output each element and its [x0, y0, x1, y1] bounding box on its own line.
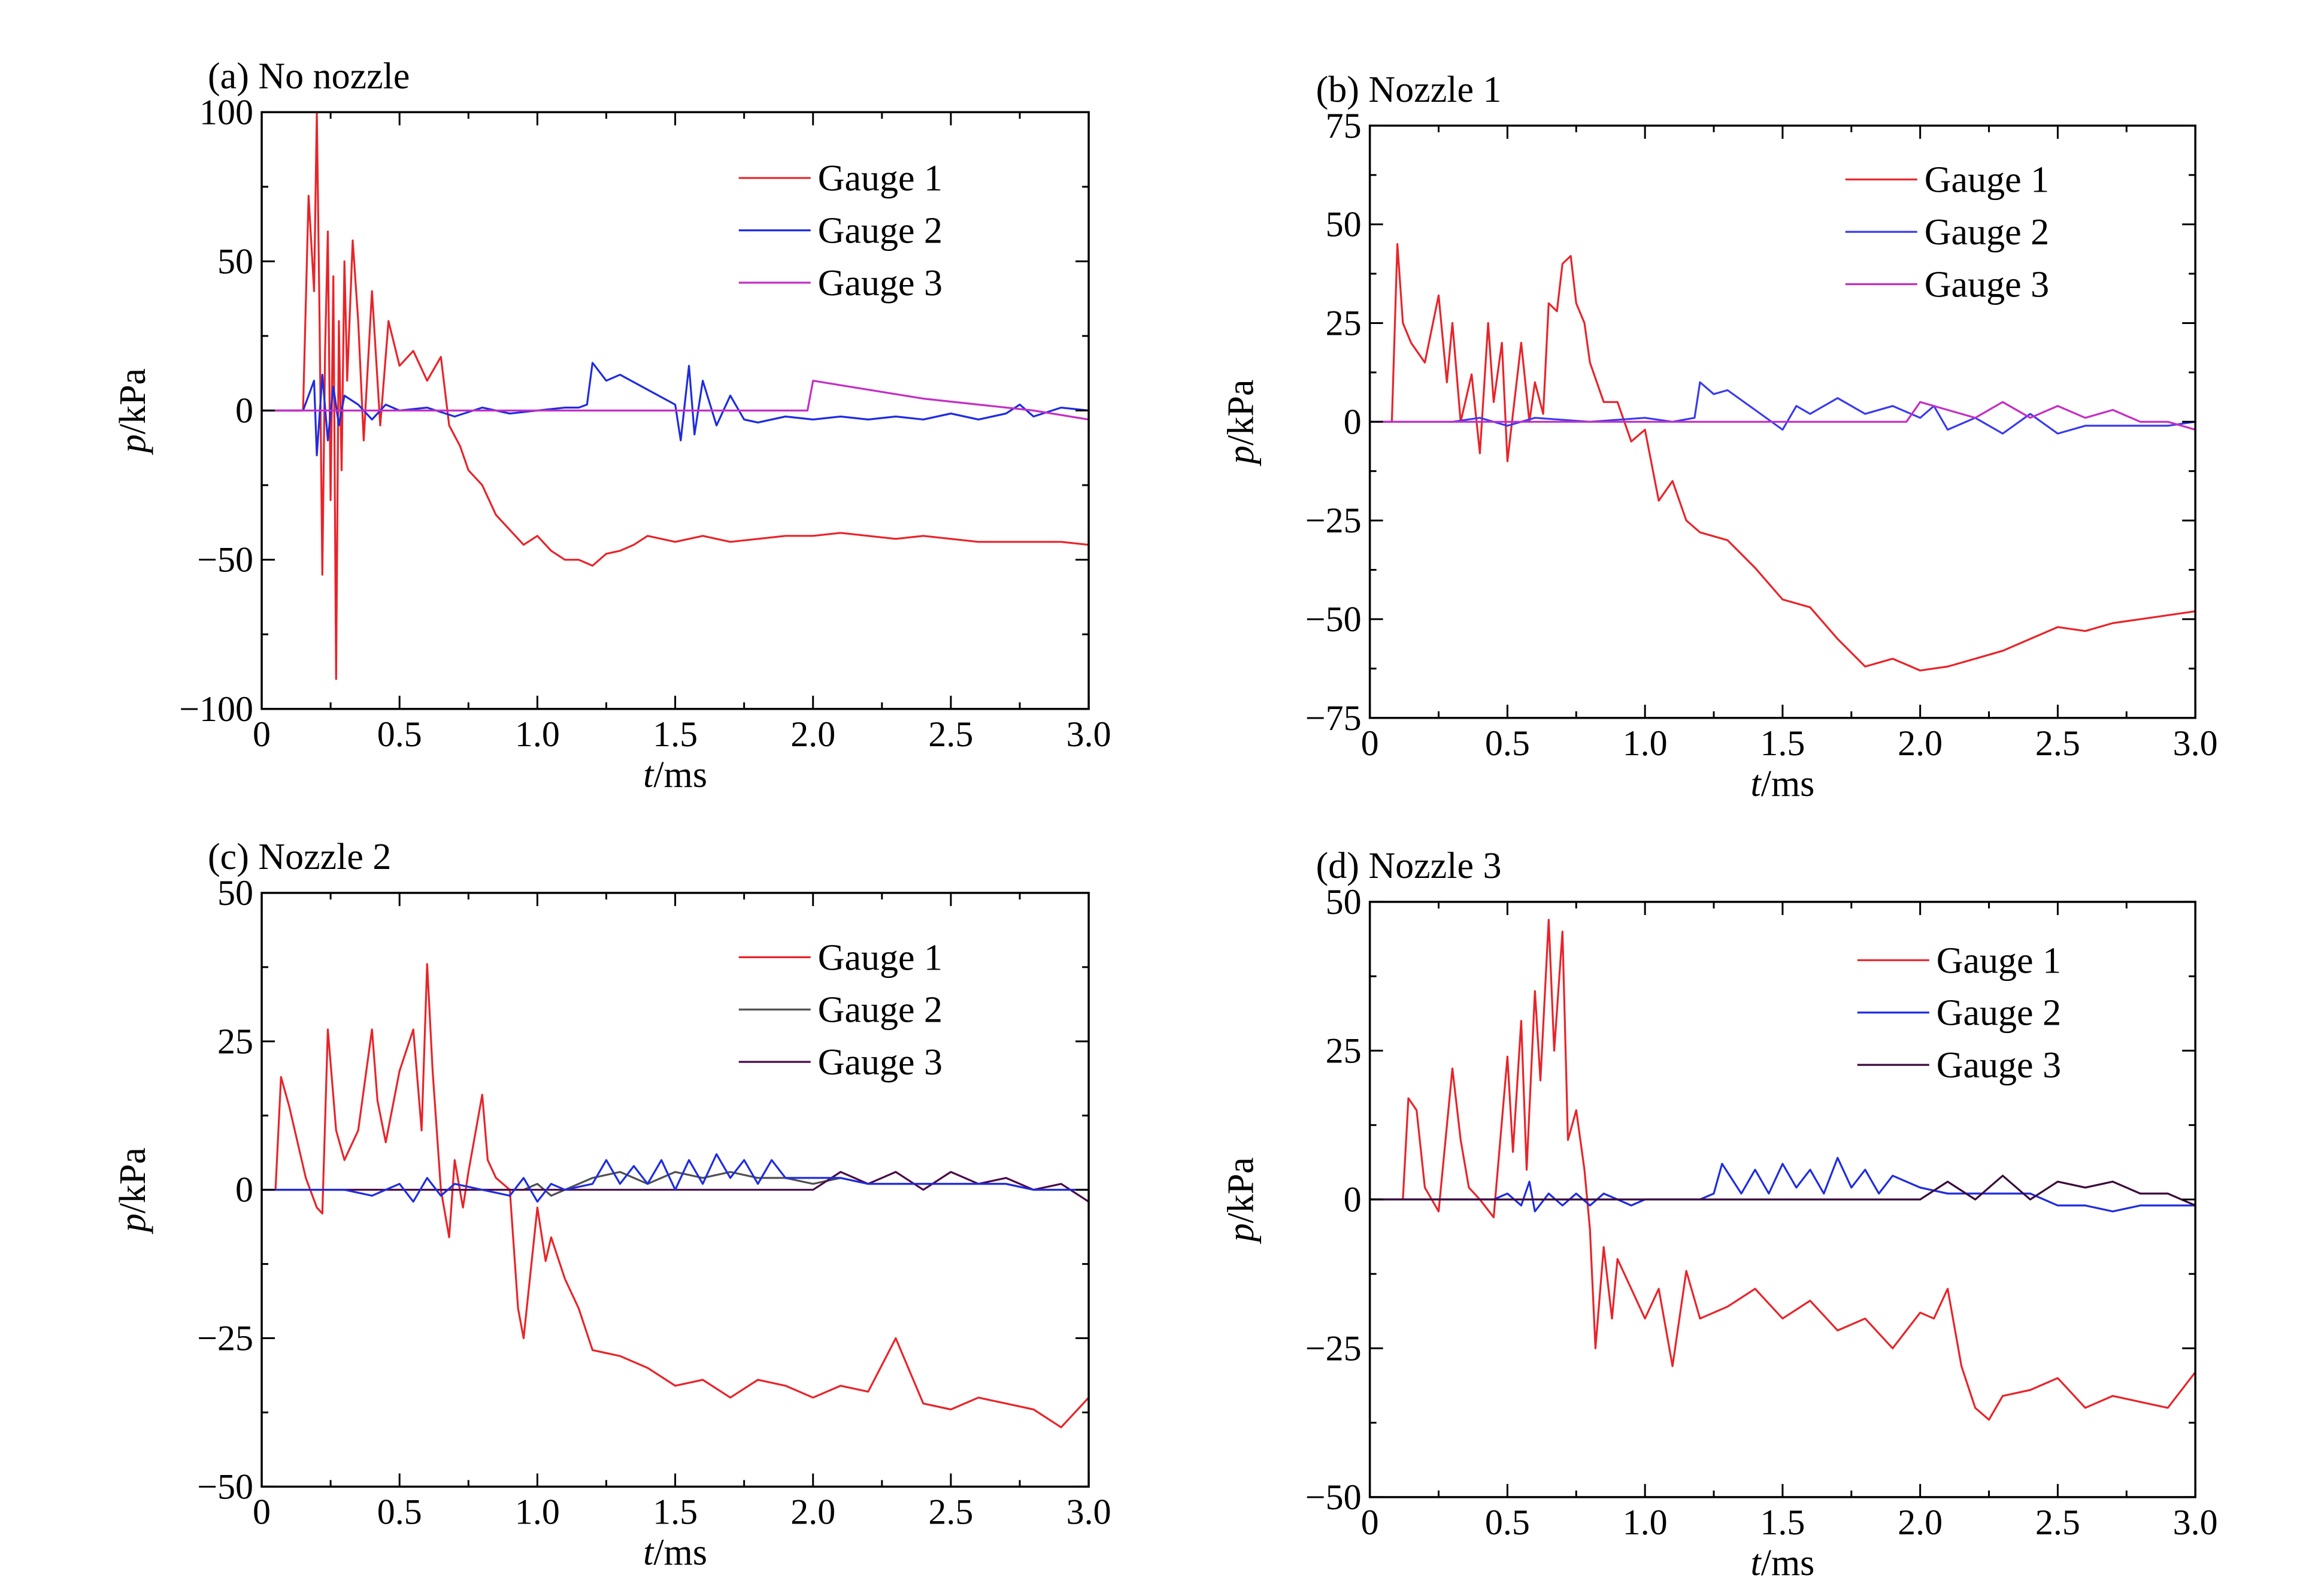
x-axis-label: t/ms: [643, 755, 707, 795]
panel-0: 0 0.5 1.0 1.5 2.0 2.5 3.0 −100 −50 0 50 100(a) No n…: [113, 56, 1111, 795]
y-tick-label: 50: [217, 241, 253, 281]
series-line-gauge-2: [262, 362, 1089, 456]
x-tick-label: 1.5: [1760, 1503, 1805, 1542]
x-tick-label: 3.0: [2173, 1503, 2218, 1542]
y-tick-label: −25: [1305, 1328, 1362, 1368]
panel-title: (a) No nozzle: [208, 56, 410, 96]
panel-2: 0 0.5 1.0 1.5 2.0 2.5 3.0 −50 −25 0 25 50(c) Nozzle…: [113, 837, 1111, 1573]
x-tick-label: 1.0: [515, 714, 560, 754]
x-tick-label: 0: [253, 714, 271, 754]
legend-label: Gauge 1: [818, 937, 943, 978]
y-tick-label: −100: [179, 689, 253, 729]
x-axis-label: t/ms: [1750, 1543, 1814, 1583]
x-tick-label: 1.5: [653, 714, 698, 754]
x-tick-label: 1.5: [653, 1492, 698, 1531]
x-tick-label: 2.5: [2035, 723, 2080, 763]
series-line-gauge-1: [262, 963, 1089, 1428]
series-line-gauge-1: [262, 112, 1089, 680]
y-tick-label: 50: [1326, 205, 1362, 244]
panel-title: (d) Nozzle 3: [1316, 846, 1502, 886]
x-axis-label: t/ms: [1750, 764, 1814, 804]
legend-label: Gauge 1: [818, 158, 943, 199]
x-tick-label: 2.0: [1898, 723, 1943, 763]
x-tick-label: 2.5: [2035, 1503, 2080, 1542]
y-tick-label: 50: [1326, 882, 1362, 922]
y-tick-label: 50: [217, 873, 253, 913]
y-tick-label: 25: [1326, 1031, 1362, 1070]
x-tick-label: 2.0: [1898, 1503, 1943, 1542]
legend-label: Gauge 1: [1925, 160, 2049, 201]
series-line-gauge-3: [262, 380, 1089, 421]
series-line-gauge-3: [262, 1171, 1089, 1203]
x-axis-label: t/ms: [643, 1532, 707, 1573]
legend-label: Gauge 3: [1937, 1045, 2061, 1086]
y-tick-label: 75: [1326, 106, 1362, 146]
legend-label: Gauge 2: [1937, 993, 2061, 1034]
y-tick-label: −50: [197, 1467, 253, 1506]
x-tick-label: 2.0: [790, 714, 835, 754]
x-tick-label: 0: [1361, 723, 1379, 763]
series-line-gauge-3: [1369, 1174, 2196, 1207]
x-tick-label: 2.0: [790, 1492, 835, 1531]
series-line-gauge-1: [1369, 919, 2196, 1421]
legend-label: Gauge 2: [818, 211, 943, 252]
x-tick-label: 3.0: [1066, 1492, 1111, 1531]
panel-3: 0 0.5 1.0 1.5 2.0 2.5 3.0 −50 −25 0 25 50(d) Nozzle…: [1221, 846, 2218, 1583]
y-tick-label: 0: [1344, 1180, 1362, 1219]
y-tick-label: −25: [197, 1319, 253, 1358]
x-tick-label: 2.5: [928, 714, 973, 754]
y-tick-label: 25: [1326, 303, 1362, 343]
x-tick-label: 1.0: [515, 1492, 560, 1531]
y-tick-label: −25: [1305, 501, 1362, 540]
y-tick-label: 25: [217, 1022, 253, 1061]
x-tick-label: 0.5: [1485, 723, 1530, 763]
series-line-gauge-1: [1369, 243, 2196, 672]
legend-label: Gauge 2: [818, 990, 943, 1031]
series-line-gauge-3: [1369, 401, 2196, 431]
legend-label: Gauge 1: [1937, 940, 2061, 981]
legend-label: Gauge 3: [1925, 265, 2049, 305]
x-tick-label: 1.0: [1623, 1503, 1668, 1542]
y-axis-label: p/kPa: [113, 1147, 153, 1234]
y-tick-label: −75: [1305, 698, 1362, 738]
series-line-extra-3: [262, 1153, 1089, 1203]
x-tick-label: 0.5: [377, 714, 422, 754]
x-tick-label: 1.0: [1623, 723, 1668, 763]
y-axis-label: p/kPa: [113, 368, 153, 455]
panel-1: 0 0.5 1.0 1.5 2.0 2.5 3.0 −75 −50 −25 0 25 50 75(b) N…: [1221, 69, 2218, 804]
x-tick-label: 2.5: [928, 1492, 973, 1531]
x-tick-label: 0: [253, 1492, 271, 1531]
legend-label: Gauge 3: [818, 263, 943, 304]
y-tick-label: −50: [197, 540, 253, 580]
y-tick-label: −50: [1305, 599, 1362, 639]
legend-label: Gauge 2: [1925, 212, 2049, 253]
x-tick-label: 3.0: [2173, 723, 2218, 763]
x-tick-label: 0: [1361, 1503, 1379, 1542]
y-axis-label: p/kPa: [1221, 1157, 1262, 1244]
y-tick-label: 0: [235, 1170, 253, 1210]
x-tick-label: 0.5: [377, 1492, 422, 1531]
series-line-gauge-2: [1369, 1156, 2196, 1213]
y-tick-label: 0: [235, 391, 253, 431]
panel-title: (c) Nozzle 2: [208, 837, 391, 877]
panel-title: (b) Nozzle 1: [1316, 69, 1502, 110]
y-tick-label: −50: [1305, 1477, 1362, 1517]
y-tick-label: 0: [1344, 402, 1362, 441]
x-tick-label: 1.5: [1760, 723, 1805, 763]
x-tick-label: 3.0: [1066, 714, 1111, 754]
legend-label: Gauge 3: [818, 1042, 943, 1083]
x-tick-label: 0.5: [1485, 1503, 1530, 1542]
y-tick-label: 100: [199, 92, 253, 132]
y-axis-label: p/kPa: [1221, 380, 1262, 467]
